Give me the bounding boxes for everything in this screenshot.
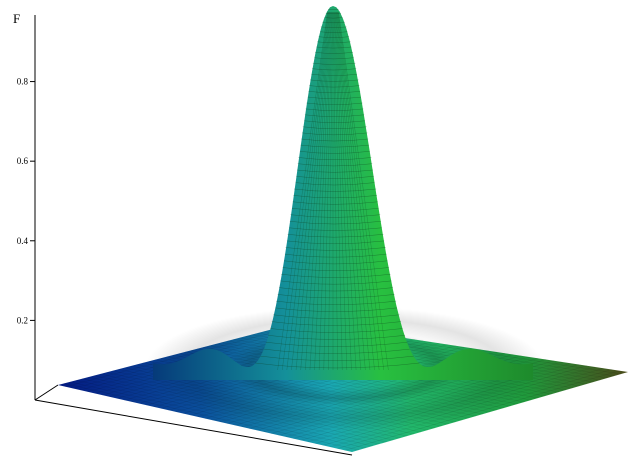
peak-mesh-line — [336, 11, 371, 371]
peak-mesh-line — [295, 11, 330, 371]
z-tick-label-2: 0.6 — [17, 156, 29, 166]
z-tick-label-1: 0.4 — [17, 236, 29, 246]
peak-mesh-line — [322, 21, 346, 24]
peak-mesh-line — [300, 144, 370, 148]
peak-mesh-line — [301, 132, 368, 136]
peak-mesh-line — [337, 11, 380, 371]
peak-mesh-line — [336, 11, 375, 371]
peak-mesh-line — [318, 36, 350, 38]
peak-mesh-line — [335, 11, 366, 371]
peak-mesh-line — [334, 11, 352, 371]
peak-mesh-line — [319, 31, 348, 33]
peak-mesh-line — [291, 11, 330, 371]
peak-mesh-line — [328, 11, 333, 371]
peak-mesh-line — [317, 41, 351, 44]
peak-mesh-line — [273, 314, 400, 319]
peak-mesh-line — [295, 182, 375, 186]
peak-mesh-line — [312, 62, 356, 65]
peak-mesh-line — [280, 280, 392, 285]
peak-mesh-line — [299, 151, 370, 154]
peak-mesh-line — [281, 11, 329, 371]
peak-mesh-line — [305, 11, 331, 371]
peak-mesh-line — [297, 163, 373, 167]
x-axis-line — [34, 399, 353, 456]
peak-mesh-line — [268, 335, 406, 340]
z-tick-label-0: 0.2 — [17, 315, 28, 325]
surface-peak-mesh — [255, 8, 420, 371]
peak-mesh-line — [293, 195, 378, 199]
peak-mesh-line — [255, 362, 420, 369]
peak-mesh-line — [263, 348, 410, 354]
peak-mesh-line — [296, 176, 374, 179]
peak-mesh-line — [306, 102, 363, 105]
peak-mesh-line — [271, 321, 402, 326]
peak-mesh-line — [308, 91, 361, 94]
peak-mesh-line — [277, 11, 328, 371]
peak-mesh-line — [286, 240, 385, 245]
peak-mesh-line — [291, 208, 379, 212]
z-axis-ticks: 0.2 0.4 0.6 0.8 — [17, 77, 35, 325]
peak-mesh-line — [333, 11, 338, 371]
peak-mesh-line — [302, 126, 367, 129]
peak-mesh-line — [278, 287, 394, 292]
peak-mesh-line — [320, 26, 347, 28]
peak-mesh-line — [318, 11, 332, 371]
peak-mesh-line — [305, 108, 364, 111]
peak-mesh-line — [265, 341, 408, 347]
peak-mesh-line — [314, 52, 354, 54]
peak-mesh-line — [337, 11, 385, 371]
peak-mesh-line — [309, 85, 360, 88]
y-axis-line — [34, 384, 59, 401]
peak-mesh-line — [314, 11, 332, 371]
z-tick-label-3: 0.8 — [17, 77, 29, 87]
peak-mesh-line — [285, 247, 386, 251]
peak-mesh-line — [314, 57, 354, 60]
floor-mesh-line — [63, 383, 359, 451]
peak-mesh-line — [294, 188, 377, 192]
peak-mesh-line — [334, 11, 348, 371]
peak-mesh-line — [325, 12, 342, 14]
peak-mesh-line — [324, 17, 343, 19]
peak-mesh-line — [335, 11, 361, 371]
peak-mesh-line — [277, 294, 395, 299]
peak-mesh-line — [260, 355, 414, 361]
peak-mesh-line — [290, 214, 381, 218]
peak-mesh-line — [283, 260, 388, 265]
peak-mesh-line — [276, 300, 397, 305]
peak-mesh-line — [323, 11, 333, 371]
peak-mesh-line — [289, 221, 382, 225]
peak-mesh-line — [281, 273, 391, 278]
peak-mesh-line — [333, 11, 343, 371]
peak-mesh-line — [304, 114, 365, 117]
peak-mesh-line — [296, 169, 374, 173]
peak-mesh-line — [301, 138, 369, 142]
surface-peak — [153, 6, 533, 380]
peak-mesh-line — [286, 11, 329, 371]
peak-mesh-line — [311, 73, 358, 76]
peak-mesh-line — [338, 11, 389, 371]
peak-mesh-line — [275, 307, 398, 312]
peak-mesh-line — [282, 267, 390, 271]
peak-mesh-line — [309, 11, 331, 371]
peak-mesh-line — [304, 120, 366, 123]
z-axis-label: F — [13, 11, 20, 26]
peak-mesh-line — [289, 227, 382, 231]
peak-mesh-line — [270, 328, 403, 333]
peak-mesh-line — [287, 234, 384, 238]
peak-mesh-line — [309, 79, 359, 82]
peak-mesh-line — [307, 96, 362, 99]
peak-mesh-line — [298, 157, 372, 160]
peak-mesh-line — [284, 253, 387, 258]
peak-mesh-line — [292, 201, 378, 205]
peak-mesh-line — [300, 11, 331, 371]
peak-mesh-line — [316, 46, 352, 49]
peak-mesh-line — [312, 68, 357, 71]
peak-mesh-line — [335, 11, 357, 371]
